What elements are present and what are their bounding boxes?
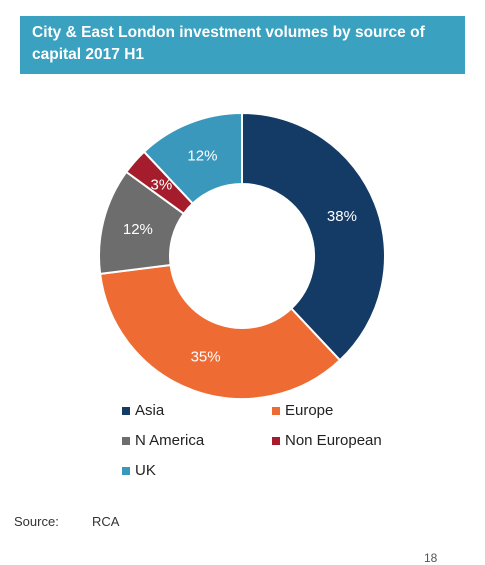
legend-swatch: [122, 436, 130, 445]
chart-area: 38% 35% 12% 3% 12%: [98, 111, 386, 400]
legend-label: Europe: [285, 402, 334, 419]
legend-label: Non European: [285, 432, 382, 449]
source-label: Source:: [14, 514, 59, 529]
chart-legend: Asia Europe N America Non European UK: [122, 402, 422, 492]
data-label-n-america: 12%: [123, 221, 153, 238]
legend-item-n-america: N America: [122, 432, 204, 449]
legend-swatch: [272, 406, 280, 415]
data-label-europe: 35%: [191, 349, 221, 366]
legend-item-europe: Europe: [272, 402, 333, 419]
data-label-uk: 12%: [187, 148, 217, 165]
legend-label: UK: [135, 462, 156, 479]
source-value: RCA: [92, 514, 120, 529]
legend-label: N America: [135, 432, 205, 449]
data-label-asia: 38%: [327, 208, 357, 225]
source-note: Source: RCA: [14, 514, 119, 529]
donut-chart: 38% 35% 12% 3% 12%: [98, 111, 386, 400]
legend-swatch: [272, 436, 280, 445]
legend-item-uk: UK: [122, 462, 156, 479]
legend-swatch: [122, 466, 130, 475]
chart-title: City & East London investment volumes by…: [32, 24, 425, 63]
legend-label: Asia: [135, 402, 165, 419]
slice-uk: [142, 111, 243, 205]
legend-item-asia: Asia: [122, 402, 164, 419]
page-number: 18: [424, 551, 438, 565]
legend-item-non-european: Non European: [272, 432, 382, 449]
legend-swatch: [122, 406, 130, 415]
slice-asia: [241, 111, 386, 362]
chart-title-bar: City & East London investment volumes by…: [20, 16, 465, 74]
data-label-non-european: 3%: [151, 176, 173, 193]
slice-europe: [99, 263, 342, 400]
